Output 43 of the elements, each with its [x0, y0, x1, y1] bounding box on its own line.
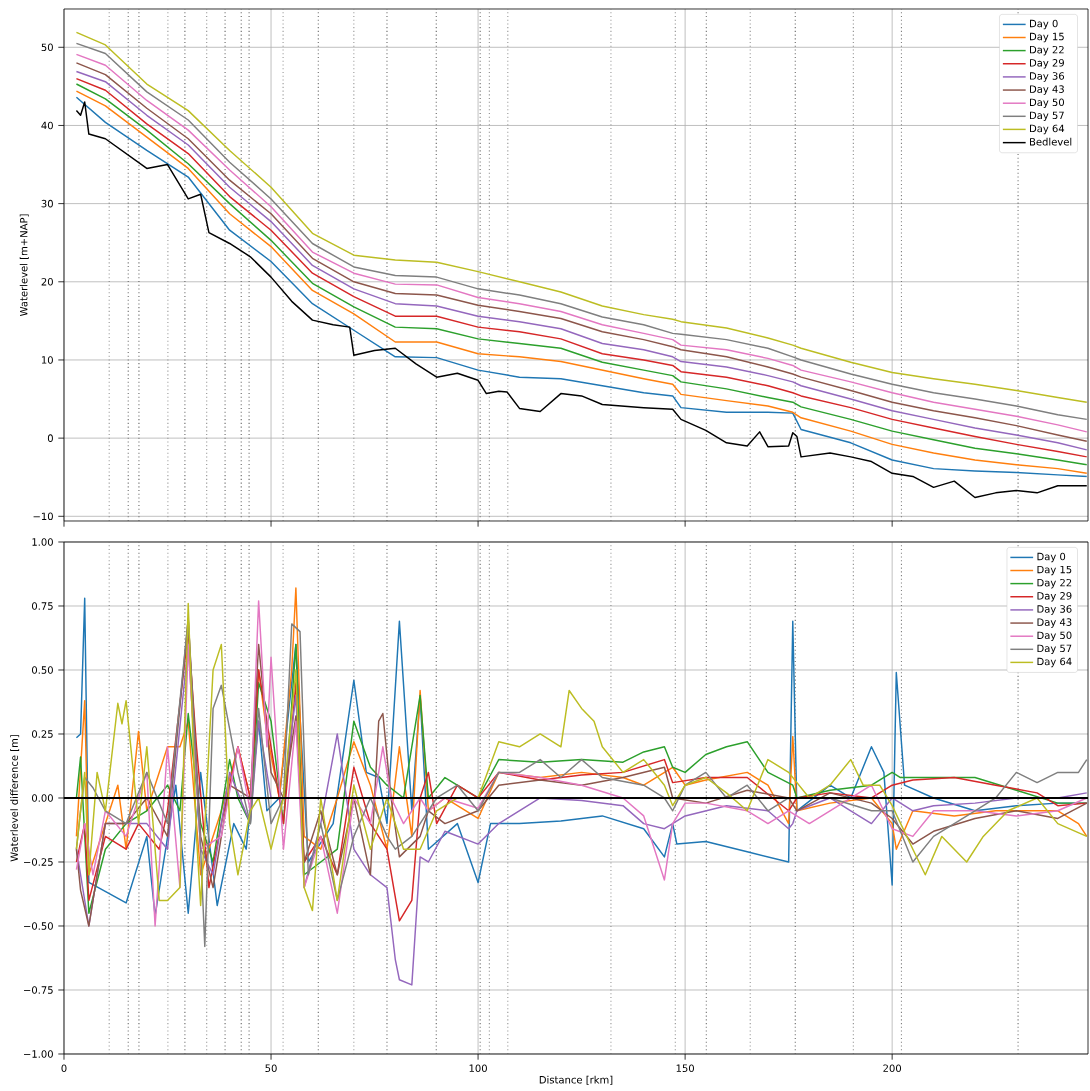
legend-label: Day 22 — [1030, 45, 1064, 56]
y-tick-label: 0.00 — [32, 794, 53, 802]
legend-label: Day 64 — [1037, 657, 1072, 668]
legend-label: Day 22 — [1037, 578, 1072, 589]
y-tick-label: 0.50 — [32, 666, 53, 674]
x-axis-title: Distance [rkm] — [539, 1075, 613, 1085]
y-tick-label: −10 — [33, 512, 53, 521]
y-tick-label: 10 — [41, 356, 53, 364]
y-tick-label: 30 — [41, 199, 53, 208]
y-tick-label: 0 — [47, 434, 53, 442]
legend-label: Day 57 — [1037, 644, 1072, 655]
legend-label: Day 57 — [1030, 111, 1064, 122]
x-tick-label: 0 — [61, 1064, 67, 1072]
legend-label: Day 43 — [1030, 85, 1064, 95]
legend-label: Day 0 — [1037, 552, 1066, 563]
y-tick-label: 0.75 — [32, 602, 53, 610]
legend-label: Day 50 — [1037, 631, 1072, 641]
x-tick-label: 150 — [676, 1064, 694, 1072]
legend-label: Day 15 — [1037, 565, 1072, 576]
legend-label: Day 50 — [1030, 98, 1064, 108]
y-axis-title: Waterlevel difference [m] — [10, 735, 20, 862]
legend-label: Day 0 — [1030, 19, 1058, 30]
y-axis-title: Waterlevel [m+NAP] — [19, 214, 29, 317]
legend-label: Day 15 — [1030, 32, 1064, 43]
y-tick-label: 20 — [41, 278, 53, 286]
x-tick-label: 200 — [883, 1064, 902, 1072]
legend-label: Bedlevel — [1030, 137, 1072, 146]
y-tick-label: 0.25 — [32, 730, 53, 738]
legend-label: Day 36 — [1030, 72, 1065, 82]
x-tick-label: 50 — [265, 1064, 277, 1072]
y-tick-label: −0.25 — [24, 858, 53, 866]
legend-label: Day 43 — [1037, 618, 1072, 628]
x-tick-label: 100 — [469, 1064, 487, 1072]
legend-label: Day 29 — [1030, 59, 1064, 69]
y-tick-label: −0.50 — [24, 922, 53, 930]
legend-label: Day 64 — [1030, 124, 1065, 135]
y-tick-label: 40 — [41, 121, 53, 130]
y-tick-label: 1.00 — [32, 538, 53, 546]
legend-label: Day 36 — [1037, 605, 1072, 615]
y-tick-label: −0.75 — [24, 986, 53, 994]
y-tick-label: −1.00 — [24, 1050, 53, 1058]
y-tick-label: 50 — [41, 43, 53, 52]
legend-label: Day 29 — [1037, 592, 1072, 602]
